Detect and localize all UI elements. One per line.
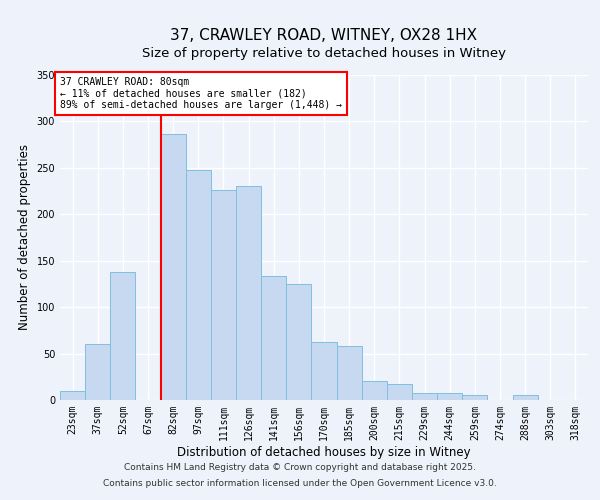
Bar <box>337 346 362 400</box>
Text: 37 CRAWLEY ROAD: 80sqm
← 11% of detached houses are smaller (182)
89% of semi-de: 37 CRAWLEY ROAD: 80sqm ← 11% of detached… <box>60 77 342 110</box>
Bar <box>186 170 211 400</box>
Bar <box>261 276 286 400</box>
X-axis label: Distribution of detached houses by size in Witney: Distribution of detached houses by size … <box>177 446 471 458</box>
Bar <box>387 384 412 400</box>
Y-axis label: Number of detached properties: Number of detached properties <box>18 144 31 330</box>
Bar <box>211 190 236 400</box>
Text: Contains public sector information licensed under the Open Government Licence v3: Contains public sector information licen… <box>103 478 497 488</box>
Bar <box>412 392 437 400</box>
Bar <box>110 272 136 400</box>
Bar <box>60 390 85 400</box>
Text: Size of property relative to detached houses in Witney: Size of property relative to detached ho… <box>142 48 506 60</box>
Bar <box>362 382 387 400</box>
Bar <box>286 284 311 400</box>
Bar <box>437 392 462 400</box>
Text: 37, CRAWLEY ROAD, WITNEY, OX28 1HX: 37, CRAWLEY ROAD, WITNEY, OX28 1HX <box>170 28 478 42</box>
Bar <box>311 342 337 400</box>
Text: Contains HM Land Registry data © Crown copyright and database right 2025.: Contains HM Land Registry data © Crown c… <box>124 464 476 472</box>
Bar <box>161 134 186 400</box>
Bar <box>512 396 538 400</box>
Bar <box>236 186 261 400</box>
Bar <box>462 396 487 400</box>
Bar <box>85 344 110 400</box>
